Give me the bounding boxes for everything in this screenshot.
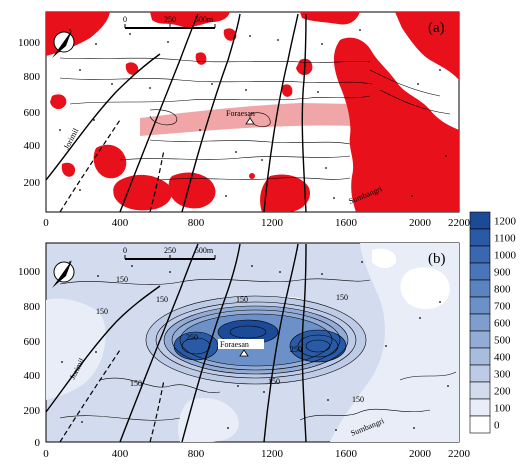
contour-label: 150 <box>130 379 142 388</box>
place-label-foraesan: Foraesan <box>226 109 255 118</box>
north-arrow-icon-b <box>52 260 75 288</box>
colorbar-swatch <box>469 347 491 366</box>
colorbar-swatch <box>469 398 491 417</box>
scale-bar: 0 250 500m <box>123 15 216 29</box>
colorbar-level-label: 700 <box>494 301 511 313</box>
y-tick: 1000 <box>18 266 41 278</box>
x-tick: 1600 <box>335 448 358 460</box>
x-tick: 800 <box>188 448 205 460</box>
x-tick: 800 <box>188 217 205 229</box>
sample-points <box>59 29 447 199</box>
scale-tick-250: 250 <box>164 246 176 255</box>
place-label-bg <box>218 339 264 349</box>
colorbar-swatch <box>469 211 491 230</box>
north-arrow-icon <box>52 30 75 58</box>
y-tick: 1000 <box>18 37 41 49</box>
y-tick: 800 <box>24 71 41 83</box>
place-label-foraesan-b: Foraesan <box>220 340 249 349</box>
panel-b: 0 250 500m 150 150 150 150 150 150 150 1… <box>18 242 471 460</box>
contour-label: 150 <box>116 275 128 284</box>
panel-label-b: (b) <box>428 251 446 267</box>
panel-a-x-axis: 0 400 800 1200 1600 2000 2200 <box>43 217 470 229</box>
colorbar-swatch <box>469 364 491 383</box>
x-tick: 2200 <box>448 448 471 460</box>
y-tick: 600 <box>24 336 41 348</box>
x-tick: 1200 <box>261 217 284 229</box>
colorbar-level-label: 500 <box>494 335 511 347</box>
triangle-icon-b <box>239 349 249 357</box>
colorbar-level-label: 1100 <box>494 233 516 245</box>
y-tick: 200 <box>24 177 41 189</box>
colorbar-swatch <box>469 381 491 400</box>
colorbar-swatch <box>469 330 491 349</box>
colorbar-swatch <box>469 313 491 332</box>
x-tick: 0 <box>43 448 49 460</box>
sample-points-b <box>61 261 449 431</box>
scale-tick-500: 500m <box>195 15 214 24</box>
contour-label: 150 <box>156 295 168 304</box>
contour-label: 150 <box>352 395 364 404</box>
colorbar-swatch <box>469 415 491 434</box>
panel-label-a: (a) <box>428 20 445 36</box>
panel-a-y-axis: 200 400 600 800 1000 <box>18 37 41 189</box>
x-tick: 2000 <box>409 217 432 229</box>
x-tick: 2000 <box>409 448 432 460</box>
fault-lines-b <box>45 243 307 443</box>
x-tick: 2200 <box>448 217 471 229</box>
x-tick: 0 <box>43 217 49 229</box>
colorbar-level-label: 0 <box>494 420 500 432</box>
y-tick: 400 <box>24 140 41 152</box>
colorbar-swatch <box>469 262 491 281</box>
scale-tick-0: 0 <box>123 15 127 24</box>
contour-label: 250 <box>290 345 302 354</box>
inferred-faults-b <box>59 349 165 443</box>
panel-b-x-axis: 0 400 800 1200 1600 2000 2200 <box>43 448 470 460</box>
colorbar-level-label: 300 <box>494 369 511 381</box>
colorbar-swatch <box>469 296 491 315</box>
fault-lines <box>45 13 307 213</box>
panel-a: 0 250 500m Foraesan Jorimil Sumbangri (a… <box>18 11 471 229</box>
triangle-icon <box>245 117 255 125</box>
panel-b-y-axis: 0 200 400 600 800 1000 <box>18 266 41 449</box>
colorbar-level-label: 100 <box>494 403 511 415</box>
colorbar-level-label: 900 <box>494 267 511 279</box>
scale-tick-500: 500m <box>195 246 214 255</box>
colorbar-level-label: 1200 <box>494 216 517 228</box>
x-tick: 400 <box>112 217 129 229</box>
y-tick: 200 <box>24 405 41 417</box>
x-tick: 1600 <box>335 217 358 229</box>
scale-tick-250: 250 <box>164 15 176 24</box>
colorbar-level-label: 800 <box>494 284 511 296</box>
y-tick: 400 <box>24 370 41 382</box>
scale-tick-0: 0 <box>123 246 127 255</box>
colorbar-level-label: 400 <box>494 352 511 364</box>
contour-lines-b <box>59 278 457 421</box>
colorbar-level-label: 200 <box>494 386 511 398</box>
contour-label: 150 <box>96 307 108 316</box>
y-tick: 800 <box>24 301 41 313</box>
y-tick: 0 <box>35 437 41 449</box>
contour-label: 150 <box>236 295 248 304</box>
colorbar-level-label: 1000 <box>494 250 517 262</box>
colorbar-swatch <box>469 228 491 247</box>
contour-lines <box>59 57 451 181</box>
contour-label: 150 <box>268 377 280 386</box>
y-tick: 600 <box>24 107 41 119</box>
x-tick: 400 <box>112 448 129 460</box>
colorbar-swatch <box>469 279 491 298</box>
inferred-faults <box>59 119 165 213</box>
scale-bar-b: 0 250 500m <box>123 246 216 260</box>
colorbar-swatch <box>469 245 491 264</box>
contour-label: 150 <box>336 293 348 302</box>
colorbar-level-label: 600 <box>494 318 511 330</box>
contour-value-labels: 150 150 150 150 150 150 150 150 250 250 <box>96 275 364 404</box>
x-tick: 1200 <box>261 448 284 460</box>
contour-label: 250 <box>186 333 198 342</box>
anomaly-patches <box>46 12 459 212</box>
